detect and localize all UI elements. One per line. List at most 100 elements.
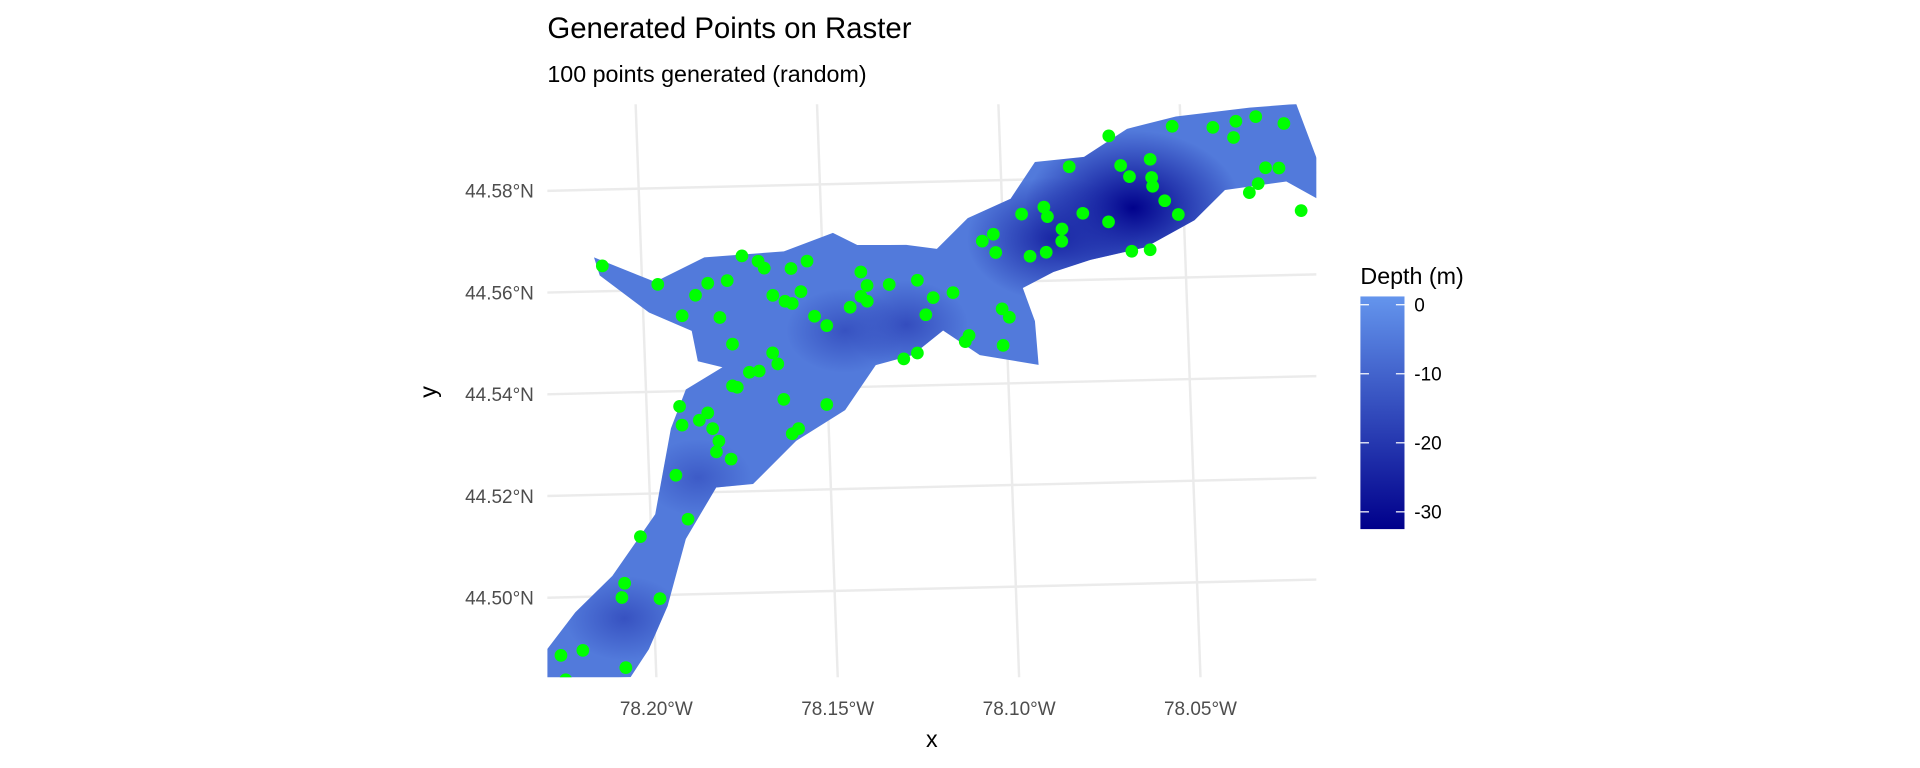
data-point (843, 300, 857, 314)
data-point (554, 648, 568, 662)
data-point (675, 309, 689, 323)
data-point (576, 643, 590, 657)
data-point (743, 365, 756, 379)
grid-line-lat (547, 578, 1317, 599)
data-point (919, 308, 933, 322)
x-axis-title: x (926, 726, 938, 752)
data-point (808, 309, 821, 323)
data-point (784, 262, 798, 275)
data-point (771, 357, 785, 371)
data-point (559, 673, 572, 678)
data-point (701, 406, 715, 420)
chart-subtitle: 100 points generated (random) (547, 61, 866, 87)
raster-deep-area (644, 439, 752, 516)
y-tick-label: 44.50°N (465, 588, 534, 609)
raster-deep-area (786, 288, 905, 373)
y-tick-label: 44.58°N (465, 182, 534, 203)
data-point (785, 297, 799, 310)
data-point (735, 249, 749, 263)
data-point (800, 254, 814, 268)
legend-ticks: 0 -10 -20 -30 (1360, 296, 1442, 524)
data-point (766, 346, 780, 360)
data-point (911, 273, 924, 287)
data-point (854, 265, 868, 279)
data-point (1146, 179, 1159, 193)
data-point (710, 445, 723, 459)
data-point (860, 294, 874, 308)
data-point (1277, 117, 1291, 130)
data-point (1259, 161, 1272, 175)
x-tick-label: 78.10°W (983, 699, 1056, 720)
data-point (989, 246, 1003, 259)
data-point (996, 339, 1010, 352)
data-point (724, 452, 738, 466)
x-tick-label: 78.20°W (620, 699, 693, 720)
data-point (712, 434, 726, 448)
data-point (1249, 110, 1263, 123)
data-point (1171, 208, 1185, 221)
data-point (1143, 243, 1157, 257)
data-point (615, 591, 629, 604)
data-point (1143, 152, 1157, 166)
data-point (975, 234, 989, 248)
legend: Depth (m) 0 -10 -20 -30 (1360, 263, 1464, 530)
data-point (1251, 177, 1265, 191)
data-point (1242, 186, 1256, 199)
data-point (619, 661, 633, 674)
chart-title: Generated Points on Raster (547, 12, 911, 45)
y-axis-title: y (415, 386, 441, 398)
data-point (651, 277, 665, 291)
data-point (675, 418, 689, 432)
data-point (1041, 210, 1054, 223)
legend-tick-label: -30 (1414, 503, 1441, 524)
data-point (1158, 194, 1172, 208)
y-tick-label: 44.54°N (465, 385, 534, 406)
data-point (1055, 234, 1069, 248)
data-point (1125, 244, 1139, 258)
data-point (1039, 245, 1053, 259)
data-point (1123, 170, 1136, 183)
data-point (1076, 206, 1090, 220)
data-point (1227, 131, 1240, 144)
data-point (706, 422, 720, 435)
data-point (653, 592, 667, 606)
grid-line-lat (547, 476, 1317, 498)
data-point (946, 286, 960, 300)
data-point (681, 512, 695, 526)
legend-tick-label: -10 (1414, 364, 1441, 385)
data-point (1165, 119, 1179, 133)
data-point (1002, 310, 1016, 324)
data-point (986, 227, 1000, 241)
data-point (926, 291, 940, 305)
data-point (1015, 207, 1028, 221)
data-point (882, 278, 896, 291)
data-point (995, 302, 1009, 316)
data-point (1062, 160, 1076, 174)
data-point (757, 261, 771, 275)
grid-line-lat (547, 374, 1317, 396)
x-axis-ticks: 78.20°W 78.15°W 78.10°W 78.05°W (620, 699, 1237, 720)
data-point (962, 329, 976, 342)
data-point (1102, 215, 1115, 229)
data-point (1206, 120, 1220, 134)
data-point (726, 337, 739, 351)
data-point (1294, 204, 1308, 217)
data-point (692, 413, 706, 427)
legend-tick-label: 0 (1414, 296, 1425, 317)
data-point (1037, 200, 1051, 214)
grid-line-lat (440, 678, 1455, 702)
legend-colorbar (1360, 296, 1405, 530)
data-point (1272, 161, 1286, 175)
legend-title: Depth (m) (1360, 263, 1463, 289)
data-point (1023, 249, 1037, 263)
data-point (766, 288, 780, 302)
data-point (792, 422, 805, 435)
grid-line-lon (997, 104, 1021, 678)
data-point (669, 468, 683, 482)
data-point (911, 346, 924, 360)
data-point (777, 393, 791, 406)
data-point (701, 276, 715, 290)
legend-tick-label: -20 (1414, 434, 1441, 455)
data-point (634, 530, 647, 543)
